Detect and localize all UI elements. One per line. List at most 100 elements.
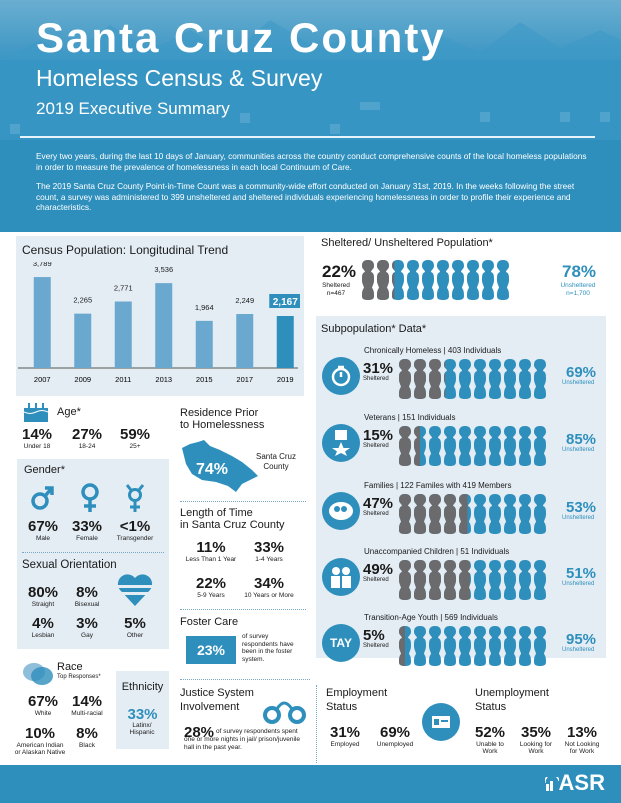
page-subtitle: Homeless Census & Survey (36, 65, 323, 91)
sheltered-label: Sheltered (322, 282, 350, 289)
justice-title-line1: Justice System (180, 687, 254, 699)
age-stat-value: 27% (71, 426, 103, 443)
gender-stat-value: 67% (27, 518, 59, 535)
person-icon (474, 560, 486, 600)
person-icon (392, 260, 404, 300)
person-icon (519, 494, 531, 534)
person-icon (399, 426, 411, 466)
person-icon (429, 426, 441, 466)
age-stat-label: 18-24 (78, 443, 96, 450)
person-icon (429, 560, 441, 600)
subpop-group-title: Chronically Homeless | 403 Individuals (364, 346, 502, 355)
person-icon (444, 560, 456, 600)
bar-value-label: 2,167 (273, 297, 298, 308)
ethnicity-panel (116, 671, 169, 749)
heart-icon (117, 573, 153, 612)
person-icon (362, 260, 374, 300)
length-stat-value: 34% (253, 575, 285, 592)
orientation-stat: 8% Bisexual (64, 585, 110, 609)
person-icon (474, 626, 486, 666)
orientation-stat-label: Lesbian (31, 632, 55, 639)
age-stat: 27% 18-24 (64, 426, 110, 451)
foster-text: of survey respondents have been in the f… (242, 633, 294, 663)
orientation-stat-value: 5% (124, 615, 146, 632)
residence-value: 74% (196, 461, 229, 478)
justice-title: Justice System Involvement (180, 686, 254, 714)
subpop-unsheltered-pct: 51% (566, 565, 597, 582)
person-icon (504, 560, 516, 600)
race-stat-label: American Indian or Alaskan Native (14, 742, 66, 756)
person-icon (459, 494, 471, 534)
subpop-sheltered-pct: 47% (363, 495, 394, 512)
length-stat-value: 11% (196, 539, 226, 556)
person-icon (444, 359, 456, 399)
employment-stat-value: 31% (329, 724, 361, 741)
residence-title-line1: Residence Prior (180, 407, 259, 419)
person-icon (504, 494, 516, 534)
unemployment-stat-label: Looking for Work (519, 741, 553, 755)
x-tick-label: 2019 (277, 375, 294, 384)
gender-stat: 67% Male (18, 518, 68, 543)
race-stat-label: Multi-racial (71, 710, 103, 717)
length-title-line1: Length of Time (180, 507, 253, 519)
person-icon (444, 494, 456, 534)
person-icon (534, 359, 546, 399)
race-stat-value: 10% (24, 725, 56, 742)
person-icon (399, 626, 411, 666)
subpop-people-graphic (399, 560, 546, 600)
subpop-sheltered-label: Sheltered (363, 511, 389, 517)
person-icon (429, 359, 441, 399)
employment-stat-label: Employed (330, 741, 360, 748)
orientation-stat: 80% Straight (20, 584, 66, 609)
female-icon (80, 483, 100, 518)
person-icon (504, 426, 516, 466)
person-icon (459, 426, 471, 466)
county-map-icon (180, 440, 260, 497)
person-icon (534, 426, 546, 466)
unsheltered-label: Unsheltered (560, 282, 596, 289)
subpop-sheltered-label: Sheltered (363, 443, 389, 449)
divider (180, 679, 310, 680)
divider (316, 685, 317, 763)
subpop-unsheltered-pct: 53% (566, 499, 597, 516)
person-icon (519, 626, 531, 666)
person-icon (474, 494, 486, 534)
length-stat-value: 22% (195, 575, 227, 592)
employment-stat-value: 69% (379, 724, 411, 741)
x-tick-label: 2013 (155, 375, 172, 384)
header-banner (0, 0, 621, 232)
person-icon (534, 560, 546, 600)
gender-stat-label: Transgender (116, 535, 154, 542)
asr-logo: ASR (543, 770, 605, 796)
person-icon (519, 560, 531, 600)
orientation-stat-value: 80% (27, 584, 59, 601)
person-icon (429, 626, 441, 666)
gender-stat: 33% Female (62, 519, 112, 543)
race-stat: 14% Multi-racial (64, 694, 110, 718)
chart-bar (276, 315, 294, 368)
subpop-group-title: Families | 122 Familes with 419 Members (364, 481, 512, 490)
length-stat: 22% 5-9 Years (180, 575, 242, 600)
sheltered-title: Sheltered/ Unsheltered Population* (321, 237, 493, 249)
person-icon (467, 260, 479, 300)
chart-bar (236, 314, 254, 368)
report-label: 2019 Executive Summary (36, 99, 230, 118)
person-icon (444, 626, 456, 666)
justice-text: of survey respondents spent one or more … (184, 728, 300, 751)
person-icon (377, 260, 389, 300)
intro-paragraph-1: Every two years, during the last 10 days… (36, 151, 587, 172)
person-icon (444, 426, 456, 466)
rooftops-illustration (0, 20, 621, 140)
subpop-people-graphic (399, 626, 546, 666)
asr-bars-icon (543, 774, 560, 791)
footer-bar (0, 765, 621, 803)
bar-value-label: 3,789 (33, 262, 52, 268)
residence-title: Residence Prior to Homelessness (180, 407, 264, 431)
subpop-unsheltered-pct: 95% (566, 631, 597, 648)
id-card-icon (422, 703, 460, 741)
employment-title: Employment Status (326, 686, 387, 714)
person-icon (504, 359, 516, 399)
chart-title: Census Population: Longitudinal Trend (22, 243, 229, 257)
chart-bar (33, 277, 51, 368)
bar-value-label: 1,964 (195, 303, 214, 312)
